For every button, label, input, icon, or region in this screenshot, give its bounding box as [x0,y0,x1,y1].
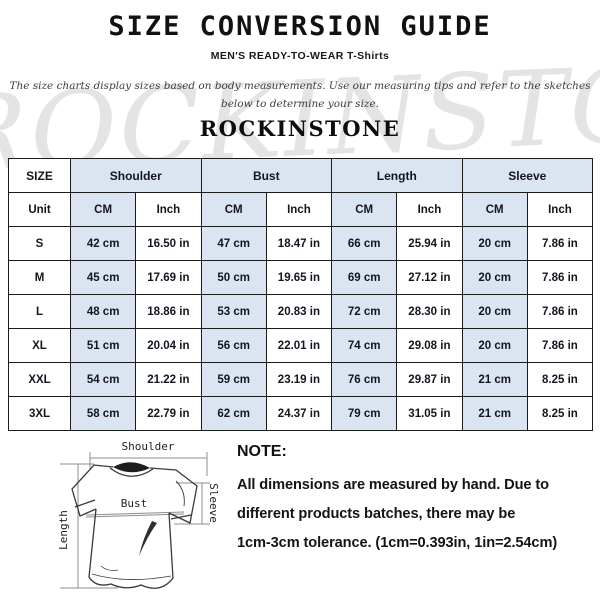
cm-value-cell: 20 cm [461,260,528,295]
tshirt-measurement-diagram: Shoulder Bust Length Sleeve [57,440,220,589]
inch-value-cell: 24.37 in [265,396,333,431]
unit-label-cell: Unit [8,192,71,227]
description-line: below to determine your size. [220,98,380,110]
length-label: Length [57,510,70,550]
note-line: 1cm-3cm tolerance. (1cm=0.393in, 1in=2.5… [237,535,558,551]
size-cell: XL [8,328,71,363]
note-section: NOTE: All dimensions are measured by han… [237,443,595,558]
inch-value-cell: 16.50 in [135,226,202,261]
inch-value-cell: 29.08 in [396,328,463,363]
unit-cm-cell: CM [69,192,137,227]
inch-value-cell: 28.30 in [396,294,463,329]
cm-value-cell: 48 cm [69,294,137,329]
inch-value-cell: 22.01 in [265,328,333,363]
brand-logo: ROCKINSTONE [199,116,401,141]
cm-value-cell: 50 cm [200,260,267,295]
cm-value-cell: 76 cm [331,362,398,397]
unit-inch-cell: Inch [526,192,594,227]
inch-value-cell: 8.25 in [526,396,594,431]
cm-value-cell: 79 cm [331,396,398,431]
cm-value-cell: 59 cm [200,362,267,397]
size-cell: XXL [8,362,71,397]
measurement-lines [60,452,210,589]
size-row: 3XL 58 cm 22.79 in 62 cm 24.37 in 79 cm 31.05 … [8,396,594,431]
cm-value-cell: 51 cm [69,328,137,363]
inch-value-cell: 22.79 in [135,396,202,431]
corner-header-cell: SIZE [8,158,71,193]
inch-value-cell: 17.69 in [135,260,202,295]
cm-value-cell: 74 cm [331,328,398,363]
shoulder-label: Shoulder [122,440,175,453]
unit-inch-cell: Inch [396,192,463,227]
cm-value-cell: 66 cm [331,226,398,261]
inch-value-cell: 31.05 in [396,396,463,431]
cm-value-cell: 72 cm [331,294,398,329]
cm-value-cell: 21 cm [461,362,528,397]
cm-value-cell: 47 cm [200,226,267,261]
inch-value-cell: 8.25 in [526,362,594,397]
unit-cm-cell: CM [331,192,398,227]
inch-value-cell: 7.86 in [526,328,594,363]
size-cell: L [8,294,71,329]
inch-value-cell: 20.04 in [135,328,202,363]
size-row: M 45 cm 17.69 in 50 cm 19.65 in 69 cm 27.12 in… [8,260,594,295]
unit-inch-cell: Inch [265,192,333,227]
inch-value-cell: 27.12 in [396,260,463,295]
cm-value-cell: 54 cm [69,362,137,397]
cm-value-cell: 20 cm [461,294,528,329]
page-title: SIZE CONVERSION GUIDE [108,11,492,42]
tshirt-sketch [71,462,198,589]
cm-value-cell: 58 cm [69,396,137,431]
subtitle: MEN'S READY-TO-WEAR T-Shirts [210,50,390,62]
group-header-length: Length [331,158,463,193]
inch-value-cell: 29.87 in [396,362,463,397]
cm-value-cell: 20 cm [461,226,528,261]
group-header-bust: Bust [200,158,333,193]
cm-value-cell: 53 cm [200,294,267,329]
group-header-shoulder: Shoulder [70,158,202,193]
bust-label: Bust [121,497,148,510]
size-table-body: S 42 cm 16.50 in 47 cm 18.47 in 66 cm 25.94 in… [8,226,594,431]
inch-value-cell: 7.86 in [526,226,594,261]
description-line: The size charts display sizes based on b… [9,80,591,92]
unit-cm-cell: CM [461,192,528,227]
size-row: XXL 54 cm 21.22 in 59 cm 23.19 in 76 cm 29.87 … [8,362,594,397]
inch-value-cell: 20.83 in [265,294,333,329]
unit-inch-cell: Inch [135,192,202,227]
size-row: S 42 cm 16.50 in 47 cm 18.47 in 66 cm 25.94 in… [8,226,594,261]
inch-value-cell: 21.22 in [135,362,202,397]
size-cell: S [8,226,71,261]
note-heading: NOTE: [237,443,287,460]
unit-cm-cell: CM [200,192,267,227]
cm-value-cell: 69 cm [331,260,398,295]
size-row: L 48 cm 18.86 in 53 cm 20.83 in 72 cm 28.30 in… [8,294,594,329]
cm-value-cell: 21 cm [461,396,528,431]
size-conversion-table: SIZE Shoulder Bust Length Sleeve Unit CM… [8,158,594,431]
cm-value-cell: 56 cm [200,328,267,363]
note-line: different products batches, there may be [237,506,516,522]
note-line: All dimensions are measured by hand. Due… [237,477,549,493]
size-row: XL 51 cm 20.04 in 56 cm 22.01 in 74 cm 29.08 i… [8,328,594,363]
size-cell: M [8,260,71,295]
cm-value-cell: 42 cm [69,226,137,261]
inch-value-cell: 7.86 in [526,294,594,329]
inch-value-cell: 25.94 in [396,226,463,261]
table-unit-header-row: Unit CM Inch CM Inch CM Inch CM Inch [8,192,594,227]
cm-value-cell: 62 cm [200,396,267,431]
table-group-header-row: SIZE Shoulder Bust Length Sleeve [8,158,594,193]
group-header-sleeve: Sleeve [461,158,594,193]
inch-value-cell: 19.65 in [265,260,333,295]
cm-value-cell: 45 cm [69,260,137,295]
inch-value-cell: 18.86 in [135,294,202,329]
sleeve-label: Sleeve [207,483,220,523]
size-cell: 3XL [8,396,71,431]
cm-value-cell: 20 cm [461,328,528,363]
inch-value-cell: 7.86 in [526,260,594,295]
description: The size charts display sizes based on b… [0,77,600,113]
inch-value-cell: 18.47 in [265,226,333,261]
inch-value-cell: 23.19 in [265,362,333,397]
